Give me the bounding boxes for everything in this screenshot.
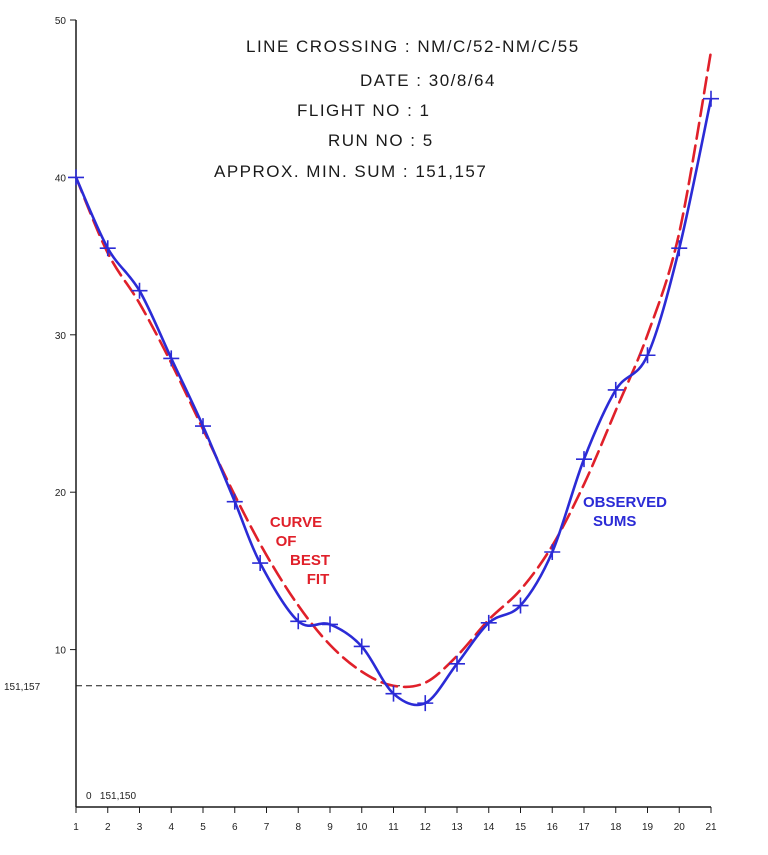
observed-point-marker — [703, 90, 719, 107]
x-tick-label: 14 — [483, 822, 495, 833]
header-min-sum: APPROX. MIN. SUM : 151,157 — [214, 162, 488, 181]
observed-point-marker — [99, 240, 116, 257]
y-tick-label: 30 — [55, 331, 67, 342]
fit-curve — [74, 50, 713, 689]
header-flight: FLIGHT NO : 1 — [297, 101, 431, 120]
x-tick-label: 7 — [264, 822, 270, 833]
observed-point-marker — [449, 655, 465, 672]
observed-point-marker — [68, 169, 84, 186]
y-tick-label: 20 — [55, 488, 67, 499]
y-tick-label: 10 — [55, 646, 67, 657]
x-tick-label: 21 — [705, 822, 717, 833]
origin-label: 0 151,150 — [86, 791, 136, 802]
y-tick-label: 40 — [55, 173, 67, 184]
observed-point-marker — [512, 597, 529, 614]
observed-point-marker — [195, 418, 211, 435]
header-date: DATE : 30/8/64 — [360, 71, 496, 90]
observed-point-marker — [252, 555, 269, 572]
x-tick-label: 19 — [642, 822, 654, 833]
curve-label-line: FIT — [306, 571, 330, 588]
observed-point-marker — [163, 350, 180, 367]
observed-point-marker — [607, 381, 624, 398]
x-tick-label: 20 — [674, 822, 686, 833]
x-tick-label: 16 — [547, 822, 559, 833]
observed-point-marker — [385, 685, 402, 702]
x-tick-label: 5 — [200, 822, 206, 833]
min-reference-label: 151,157 — [4, 682, 41, 693]
observed-label-line: OBSERVED — [583, 494, 667, 511]
curve-label-line: OF — [275, 533, 297, 550]
header-line-crossing: LINE CROSSING : NM/C/52-NM/C/55 — [246, 37, 580, 56]
observed-label-line: SUMS — [593, 513, 637, 530]
header-run: RUN NO : 5 — [328, 131, 434, 150]
x-tick-label: 11 — [388, 822, 399, 833]
curve-of-best-fit-label: CURVE OF BEST FIT — [252, 513, 330, 589]
observed-point-marker — [480, 614, 497, 631]
curve-label-line: CURVE — [269, 514, 323, 531]
observed-point-marker — [290, 613, 307, 630]
x-tick-label: 12 — [420, 822, 432, 833]
observed-point-marker — [226, 493, 243, 510]
x-tick-label: 17 — [578, 822, 590, 833]
x-tick-label: 6 — [232, 822, 238, 833]
observed-curve — [74, 98, 713, 707]
observed-point-marker — [322, 616, 338, 633]
x-tick-label: 1 — [73, 822, 79, 833]
observed-point-marker — [671, 240, 688, 257]
observed-point-marker — [639, 347, 656, 364]
x-tick-label: 10 — [356, 822, 368, 833]
x-tick-label: 9 — [327, 822, 333, 833]
x-tick-label: 13 — [451, 822, 463, 833]
observed-sums-label: OBSERVED SUMS — [583, 493, 667, 531]
x-tick-label: 2 — [105, 822, 111, 833]
observed-point-marker — [417, 695, 434, 712]
observed-point-marker — [131, 282, 148, 299]
y-tick-label: 50 — [55, 16, 67, 27]
x-tick-label: 15 — [515, 822, 527, 833]
observed-point-marker — [544, 544, 561, 561]
observed-point-marker — [353, 638, 370, 655]
curve-label-line: BEST — [290, 552, 331, 569]
x-tick-label: 3 — [137, 822, 143, 833]
x-tick-label: 8 — [295, 822, 301, 833]
observed-point-marker — [576, 451, 592, 468]
x-tick-label: 4 — [168, 822, 174, 833]
x-tick-label: 18 — [610, 822, 622, 833]
